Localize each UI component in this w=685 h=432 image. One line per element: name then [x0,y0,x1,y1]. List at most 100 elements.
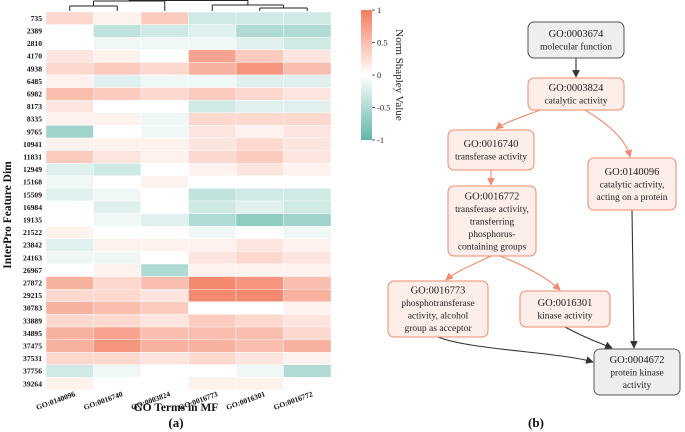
heatmap-cell [45,238,94,252]
go-node-name: group as acceptor [405,324,473,334]
heatmap-cell [188,162,237,176]
heatmap-cell [235,37,284,51]
heatmap-cell [140,99,189,113]
column-label: GO:0016740 [82,389,124,412]
heatmap-cell [235,87,284,101]
go-node-name: molecular function [540,42,612,53]
colorbar-title: Norm Shapley Value [393,29,405,121]
heatmap-cell [93,24,142,38]
heatmap-cell [93,49,142,63]
heatmap-cell [283,112,332,126]
heatmap-cell [283,188,332,202]
heatmap-cell [188,87,237,101]
heatmap-cell [188,137,237,151]
heatmap-cell [188,289,237,303]
heatmap-cell [45,263,94,277]
panel-a-caption: (a) [168,415,183,430]
heatmap-cell [140,87,189,101]
heatmap-cell [45,150,94,164]
heatmap-cell [283,289,332,303]
heatmap-cell [93,364,142,378]
row-label: 21522 [23,228,42,237]
go-node-box [527,77,625,111]
go-node-box [447,129,535,171]
graph-edge [437,336,594,364]
go-node-name: protein kinase [610,368,664,378]
heatmap-cells [45,11,332,391]
heatmap-cell [235,326,284,340]
heatmap-cell [140,49,189,63]
heatmap-cell [93,87,142,101]
heatmap-cell [45,289,94,303]
heatmap-cell [188,339,237,353]
heatmap-cell [140,339,189,353]
heatmap-cell [188,11,237,25]
go-node-name: catalytic activity [544,97,607,107]
heatmap-cell [45,326,94,340]
go-graph-panel: GO:0003674 molecular function GO:0003824 ca… [387,21,681,430]
heatmap-cell [140,263,189,277]
heatmap-cell [93,352,142,366]
heatmap-cell [235,377,284,391]
go-node: GO:0016772 transferase activity,transferr… [447,185,537,257]
row-label: 24163 [23,253,42,262]
heatmap-cell [140,74,189,88]
colorbar: 1 0.5 0 -0.5 -1 Norm Shapley Value [361,5,405,145]
heatmap-cell [140,225,189,239]
heatmap-cell [93,74,142,88]
heatmap-cell [188,213,237,227]
go-node-box [519,290,611,328]
go-node-name: catalytic activity, [600,180,665,190]
row-label: 15509 [23,190,42,199]
heatmap-cell [283,37,332,51]
heatmap-cell [235,24,284,38]
go-node-name: phosphorus- [469,230,516,240]
go-node: GO:0016301 kinase activity [519,290,611,328]
go-node-name: containing groups [458,242,527,252]
go-node: GO:0004672 protein kinase activity [593,348,681,396]
heatmap-cell [45,49,94,63]
colorbar-tick-label: 0 [377,70,381,80]
heatmap-cell [140,289,189,303]
graph-edge [495,109,541,130]
heatmap-cell [93,200,142,214]
row-label: 34895 [23,329,42,338]
heatmap-cell [235,150,284,164]
go-node: GO:0140096 catalytic activity, acting on a… [587,157,677,211]
go-node-name: acting on a protein [597,193,668,203]
heatmap-cell [140,251,189,265]
heatmap-cell [235,125,284,139]
heatmap-cell [188,62,237,76]
colorbar-tick-label: 0.5 [377,38,388,48]
row-label: 8335 [27,115,42,124]
heatmap-cell [235,112,284,126]
heatmap-cell [235,339,284,353]
row-label: 33889 [23,316,42,325]
heatmap-cell [140,175,189,189]
heatmap-cell [235,99,284,113]
heatmap-cell [188,352,237,366]
heatmap-cell [93,37,142,51]
heatmap-cell [188,74,237,88]
row-label: 23842 [23,241,42,250]
row-label: 19135 [23,216,42,225]
heatmap-cell [283,74,332,88]
heatmap-cell [283,339,332,353]
heatmap-cell [188,326,237,340]
heatmap-cell [188,175,237,189]
heatmap-cell [45,225,94,239]
heatmap-cell [93,175,142,189]
heatmap-cell [93,251,142,265]
y-axis-title: InterPro Feature Dim [2,161,14,269]
heatmap-cell [45,74,94,88]
graph-nodes: GO:0003674 molecular function GO:0003824 ca… [387,21,681,396]
heatmap-cell [283,150,332,164]
heatmap-cell [188,225,237,239]
heatmap-cell [93,377,142,391]
go-node-id: GO:0003674 [549,29,605,40]
heatmap-cell [235,301,284,315]
heatmap-cell [45,251,94,265]
heatmap-cell [283,377,332,391]
go-node-name: phosphotransferase [401,298,474,309]
heatmap-cell [235,62,284,76]
